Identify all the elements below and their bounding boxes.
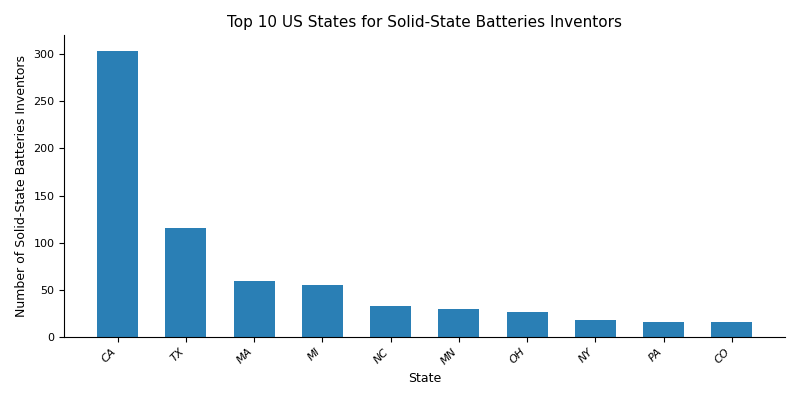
- Bar: [643, 322, 684, 337]
- Bar: [234, 281, 274, 337]
- Bar: [575, 320, 616, 337]
- Bar: [506, 312, 547, 337]
- Title: Top 10 US States for Solid-State Batteries Inventors: Top 10 US States for Solid-State Batteri…: [227, 15, 622, 30]
- Bar: [370, 306, 411, 337]
- Bar: [438, 309, 479, 337]
- Bar: [302, 285, 343, 337]
- Bar: [166, 228, 206, 337]
- Y-axis label: Number of Solid-State Batteries Inventors: Number of Solid-State Batteries Inventor…: [15, 55, 28, 317]
- Bar: [711, 322, 752, 337]
- X-axis label: State: State: [408, 372, 442, 385]
- Bar: [97, 51, 138, 337]
